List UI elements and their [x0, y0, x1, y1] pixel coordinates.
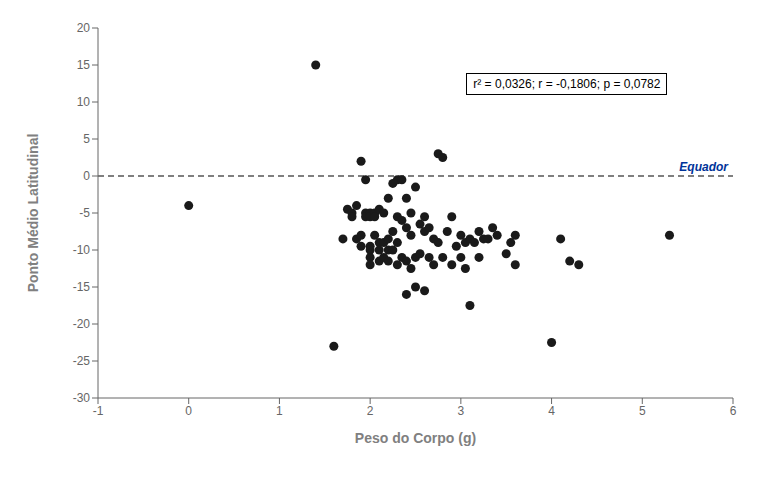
svg-text:-1: -1 [93, 404, 104, 418]
svg-text:-30: -30 [73, 391, 91, 405]
svg-text:5: 5 [639, 404, 646, 418]
html-text:r² = 0,0326; r = -0,1806; p =: r² = 0,0326; r = -0,1806; p = 0,0782 [473, 76, 661, 91]
svg-text:10: 10 [77, 95, 91, 109]
svg-text:3: 3 [458, 404, 465, 418]
svg-text:1: 1 [276, 404, 283, 418]
svg-text:Equador: Equador [679, 160, 729, 174]
svg-text:15: 15 [77, 58, 91, 72]
svg-text:Ponto Médio Latitudinal: Ponto Médio Latitudinal [25, 134, 41, 293]
svg-text:-20: -20 [73, 317, 91, 331]
svg-text:-25: -25 [73, 354, 91, 368]
svg-text:2: 2 [367, 404, 374, 418]
svg-text:20: 20 [77, 21, 91, 35]
svg-text:4: 4 [548, 404, 555, 418]
svg-text:0: 0 [185, 404, 192, 418]
svg-text:-10: -10 [73, 243, 91, 257]
svg-text:5: 5 [83, 132, 90, 146]
svg-text:6: 6 [730, 404, 737, 418]
svg-text:Peso do Corpo (g): Peso do Corpo (g) [355, 430, 476, 446]
svg-text:-5: -5 [79, 206, 90, 220]
svg-text:0: 0 [83, 169, 90, 183]
svg-text:-15: -15 [73, 280, 91, 294]
